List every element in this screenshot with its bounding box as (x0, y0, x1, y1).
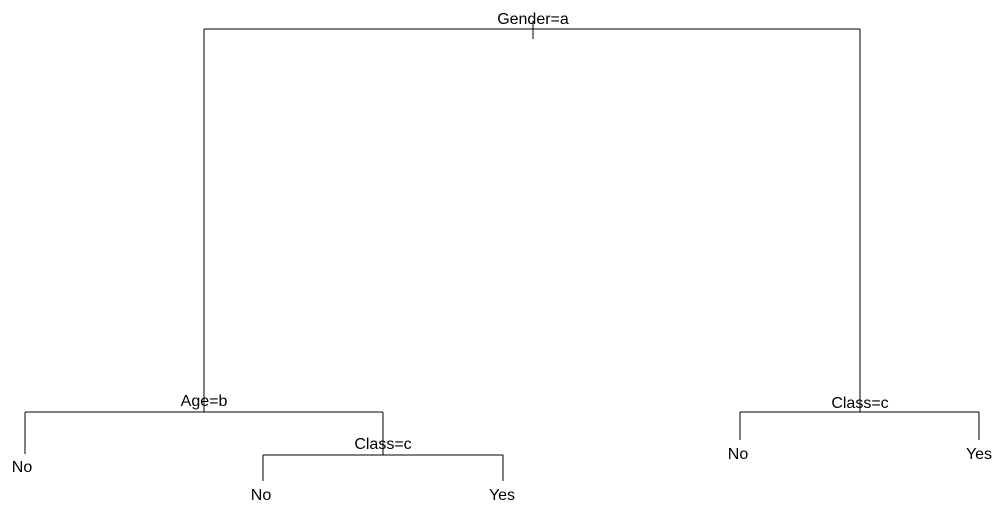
class-split-right: Class=c No Yes (728, 395, 992, 463)
leaf-class-left-yes: Yes (489, 487, 515, 504)
class-split-left-label: Class=c (354, 436, 411, 453)
root-split-label: Gender=a (497, 11, 569, 28)
age-split-label: Age=b (181, 393, 228, 410)
leaf-class-left-no: No (251, 487, 272, 504)
root-split: Gender=a (203, 11, 861, 412)
leaf-age-left: No (12, 459, 33, 476)
class-split-right-label: Class=c (831, 395, 888, 412)
class-split-left: Class=c No Yes (251, 436, 515, 504)
leaf-class-right-yes: Yes (966, 446, 992, 463)
age-split: Age=b No (12, 393, 384, 476)
leaf-class-right-no: No (728, 446, 749, 463)
